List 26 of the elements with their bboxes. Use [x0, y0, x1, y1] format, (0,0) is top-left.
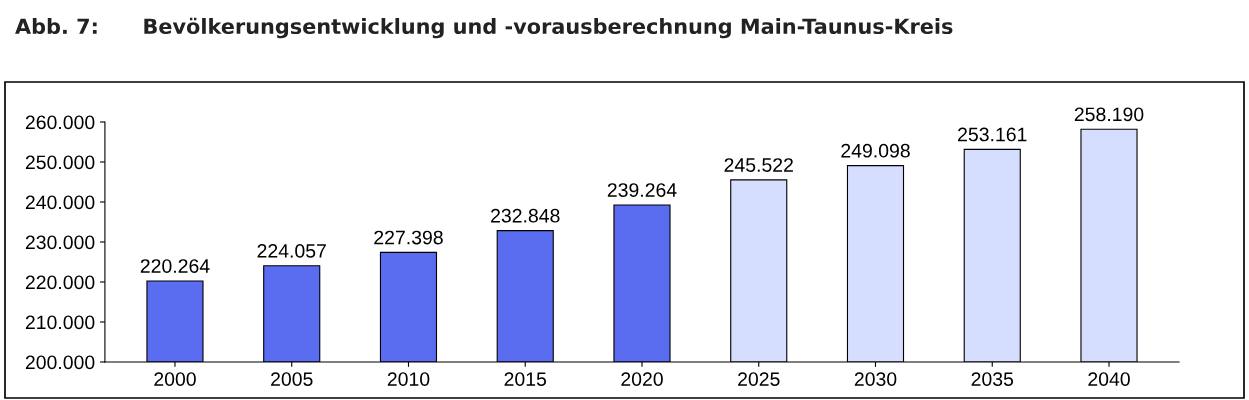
data-label: 245.522 [724, 158, 793, 172]
x-tick-label: 2040 [1088, 372, 1130, 386]
y-tick-label: 210.000 [25, 315, 95, 330]
data-label: 224.057 [257, 243, 326, 258]
x-tick-label: 2020 [621, 372, 663, 386]
y-tick-label: 260.000 [25, 115, 95, 130]
y-tick-label: 240.000 [25, 195, 95, 210]
y-tick-label: 250.000 [25, 155, 95, 170]
data-label: 227.398 [374, 230, 443, 245]
data-label: 232.848 [491, 208, 560, 223]
data-label: 258.190 [1074, 107, 1144, 122]
data-label: 253.161 [958, 127, 1027, 142]
y-tick-label: 230.000 [25, 235, 95, 250]
x-tick-label: 2030 [854, 372, 897, 386]
x-tick-label: 2000 [154, 372, 196, 386]
chart-title: Abb. 7: Bevölkerungsentwicklung und -vorausberechnung Main-Taunus-Kreis [15, 17, 953, 39]
x-tick-label: 2010 [387, 372, 430, 386]
y-tick-label: 220.000 [25, 275, 95, 290]
y-tick-label: 200.000 [25, 355, 95, 370]
data-label: 220.264 [140, 259, 210, 273]
data-label: 249.098 [841, 143, 910, 158]
data-label: 239.264 [607, 183, 677, 197]
x-tick-label: 2005 [271, 372, 313, 386]
x-tick-label: 2035 [971, 372, 1014, 386]
x-tick-label: 2015 [504, 372, 547, 386]
x-tick-label: 2025 [738, 372, 780, 386]
